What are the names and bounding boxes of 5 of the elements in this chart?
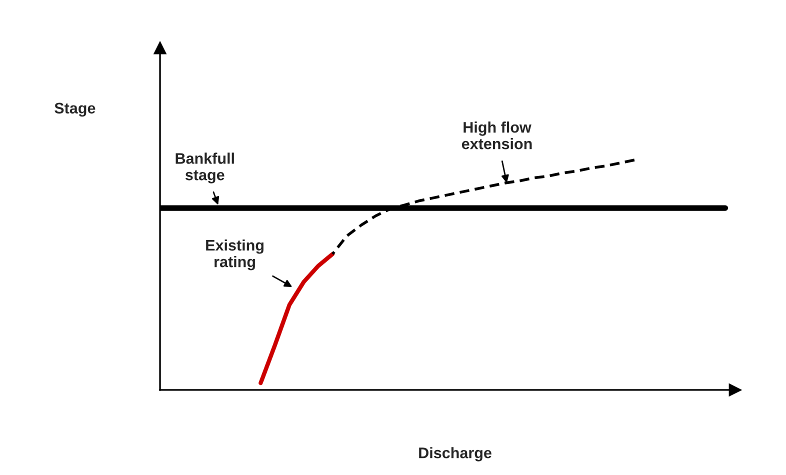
text: High flow extension bbox=[462, 122, 532, 150]
text: Stage bbox=[54, 102, 96, 117]
x-axis-title: Discharge bbox=[419, 447, 492, 462]
annotation: Bankfull stage bbox=[176, 152, 234, 184]
annotation: Existing rating bbox=[206, 239, 264, 270]
